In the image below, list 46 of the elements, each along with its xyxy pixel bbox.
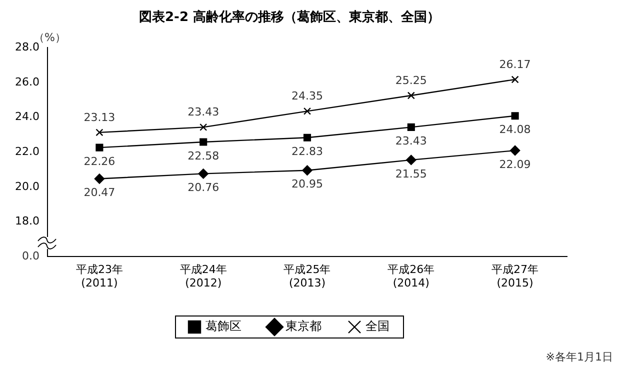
data-label: 22.26 xyxy=(84,154,116,168)
data-label: 20.95 xyxy=(291,178,323,191)
point xyxy=(200,123,208,131)
y-tick-label: 24.0 xyxy=(14,110,40,124)
x-tick-label: 平成27年 (2015) xyxy=(492,263,539,290)
y-tick-label: 26.0 xyxy=(14,75,40,88)
data-label: 24.08 xyxy=(499,123,531,136)
point xyxy=(406,154,416,166)
point xyxy=(511,76,519,84)
data-label: 22.83 xyxy=(291,145,323,158)
legend-label: 東京都 xyxy=(286,319,322,334)
point xyxy=(510,145,520,156)
x-tick-label: 平成23年 (2011) xyxy=(76,263,123,290)
data-label: 25.25 xyxy=(395,74,427,87)
data-label: 22.09 xyxy=(499,158,531,171)
data-label: 22.58 xyxy=(188,149,220,162)
text: ※各年1月1日 xyxy=(546,350,613,364)
point xyxy=(303,134,312,142)
point xyxy=(511,112,519,120)
x-tick-label: 平成24年 (2012) xyxy=(180,263,227,290)
point xyxy=(198,168,208,179)
point xyxy=(96,144,104,152)
legend-label: 葛飾区 xyxy=(206,319,242,334)
data-label: 21.55 xyxy=(395,167,427,180)
point xyxy=(94,174,105,184)
y-tick-label: 18.0 xyxy=(14,214,40,228)
data-label: 20.47 xyxy=(84,186,116,200)
x-tick-label: 平成25年 (2013) xyxy=(284,263,331,290)
point xyxy=(200,138,208,146)
y-tick-label: 20.0 xyxy=(14,180,40,193)
point xyxy=(303,107,312,115)
data-label: 23.13 xyxy=(84,110,116,124)
chart-title: 図表2-2 高齢化率の推移（葛飾区、東京都、全国） xyxy=(138,9,440,26)
point xyxy=(407,123,415,131)
point xyxy=(407,92,415,100)
point xyxy=(96,128,104,136)
data-label: 26.17 xyxy=(499,58,531,71)
text: 0.0 xyxy=(22,249,40,262)
x-tick-label: 平成26年 (2014) xyxy=(388,263,435,290)
data-label: 23.43 xyxy=(395,134,427,148)
data-label: 23.43 xyxy=(188,106,220,119)
legend-label: 全国 xyxy=(366,319,390,334)
data-label: 20.76 xyxy=(188,181,220,194)
y-tick-label: 22.0 xyxy=(14,144,40,158)
data-label: 24.35 xyxy=(291,90,323,103)
point xyxy=(302,165,312,176)
